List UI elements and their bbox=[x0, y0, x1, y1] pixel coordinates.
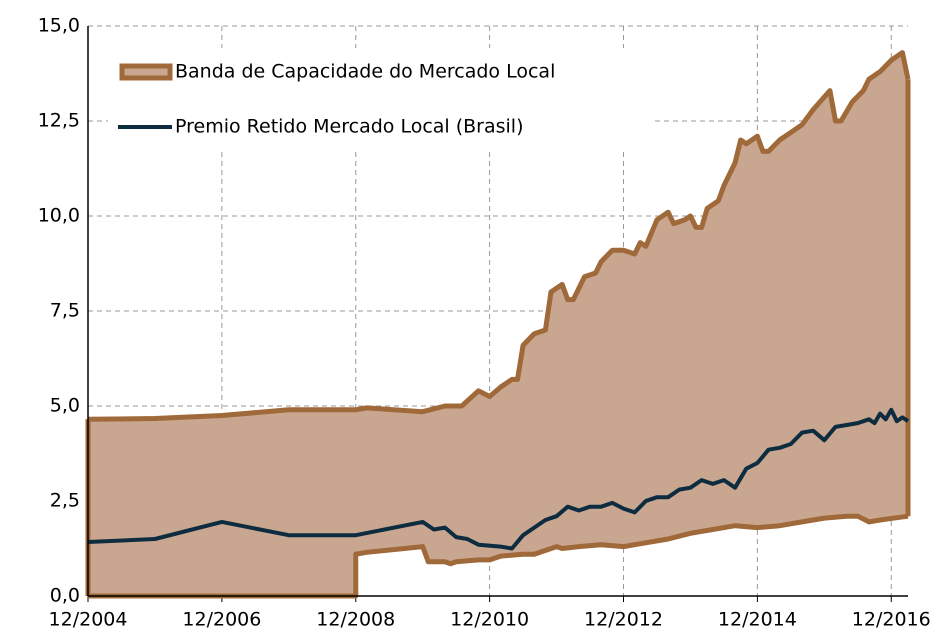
y-tick-label: 0,0 bbox=[50, 585, 80, 607]
legend-label: Premio Retido Mercado Local (Brasil) bbox=[175, 116, 524, 138]
band-fill bbox=[88, 52, 908, 597]
x-tick-label: 12/2008 bbox=[316, 609, 395, 631]
x-tick-label: 12/2010 bbox=[450, 609, 529, 631]
x-tick-label: 12/2012 bbox=[584, 609, 663, 631]
band-edge bbox=[88, 513, 909, 599]
y-tick-label: 12,5 bbox=[38, 110, 80, 132]
legend-swatch bbox=[119, 63, 173, 81]
x-tick-label: 12/2006 bbox=[182, 609, 261, 631]
legend-box bbox=[108, 48, 653, 150]
x-tick-label: 12/2014 bbox=[718, 609, 797, 631]
y-tick-label: 7,5 bbox=[50, 300, 80, 322]
line bbox=[87, 407, 910, 551]
y-tick-label: 10,0 bbox=[38, 205, 80, 227]
x-tick-label: 12/2004 bbox=[49, 609, 128, 631]
y-tick-label: 5,0 bbox=[50, 395, 80, 417]
y-tick-label: 2,5 bbox=[50, 490, 80, 512]
x-tick-label: 12/2016 bbox=[852, 609, 931, 631]
legend-label: Banda de Capacidade do Mercado Local bbox=[175, 61, 555, 83]
y-tick-label: 15,0 bbox=[38, 15, 80, 37]
band-edge bbox=[87, 50, 911, 422]
